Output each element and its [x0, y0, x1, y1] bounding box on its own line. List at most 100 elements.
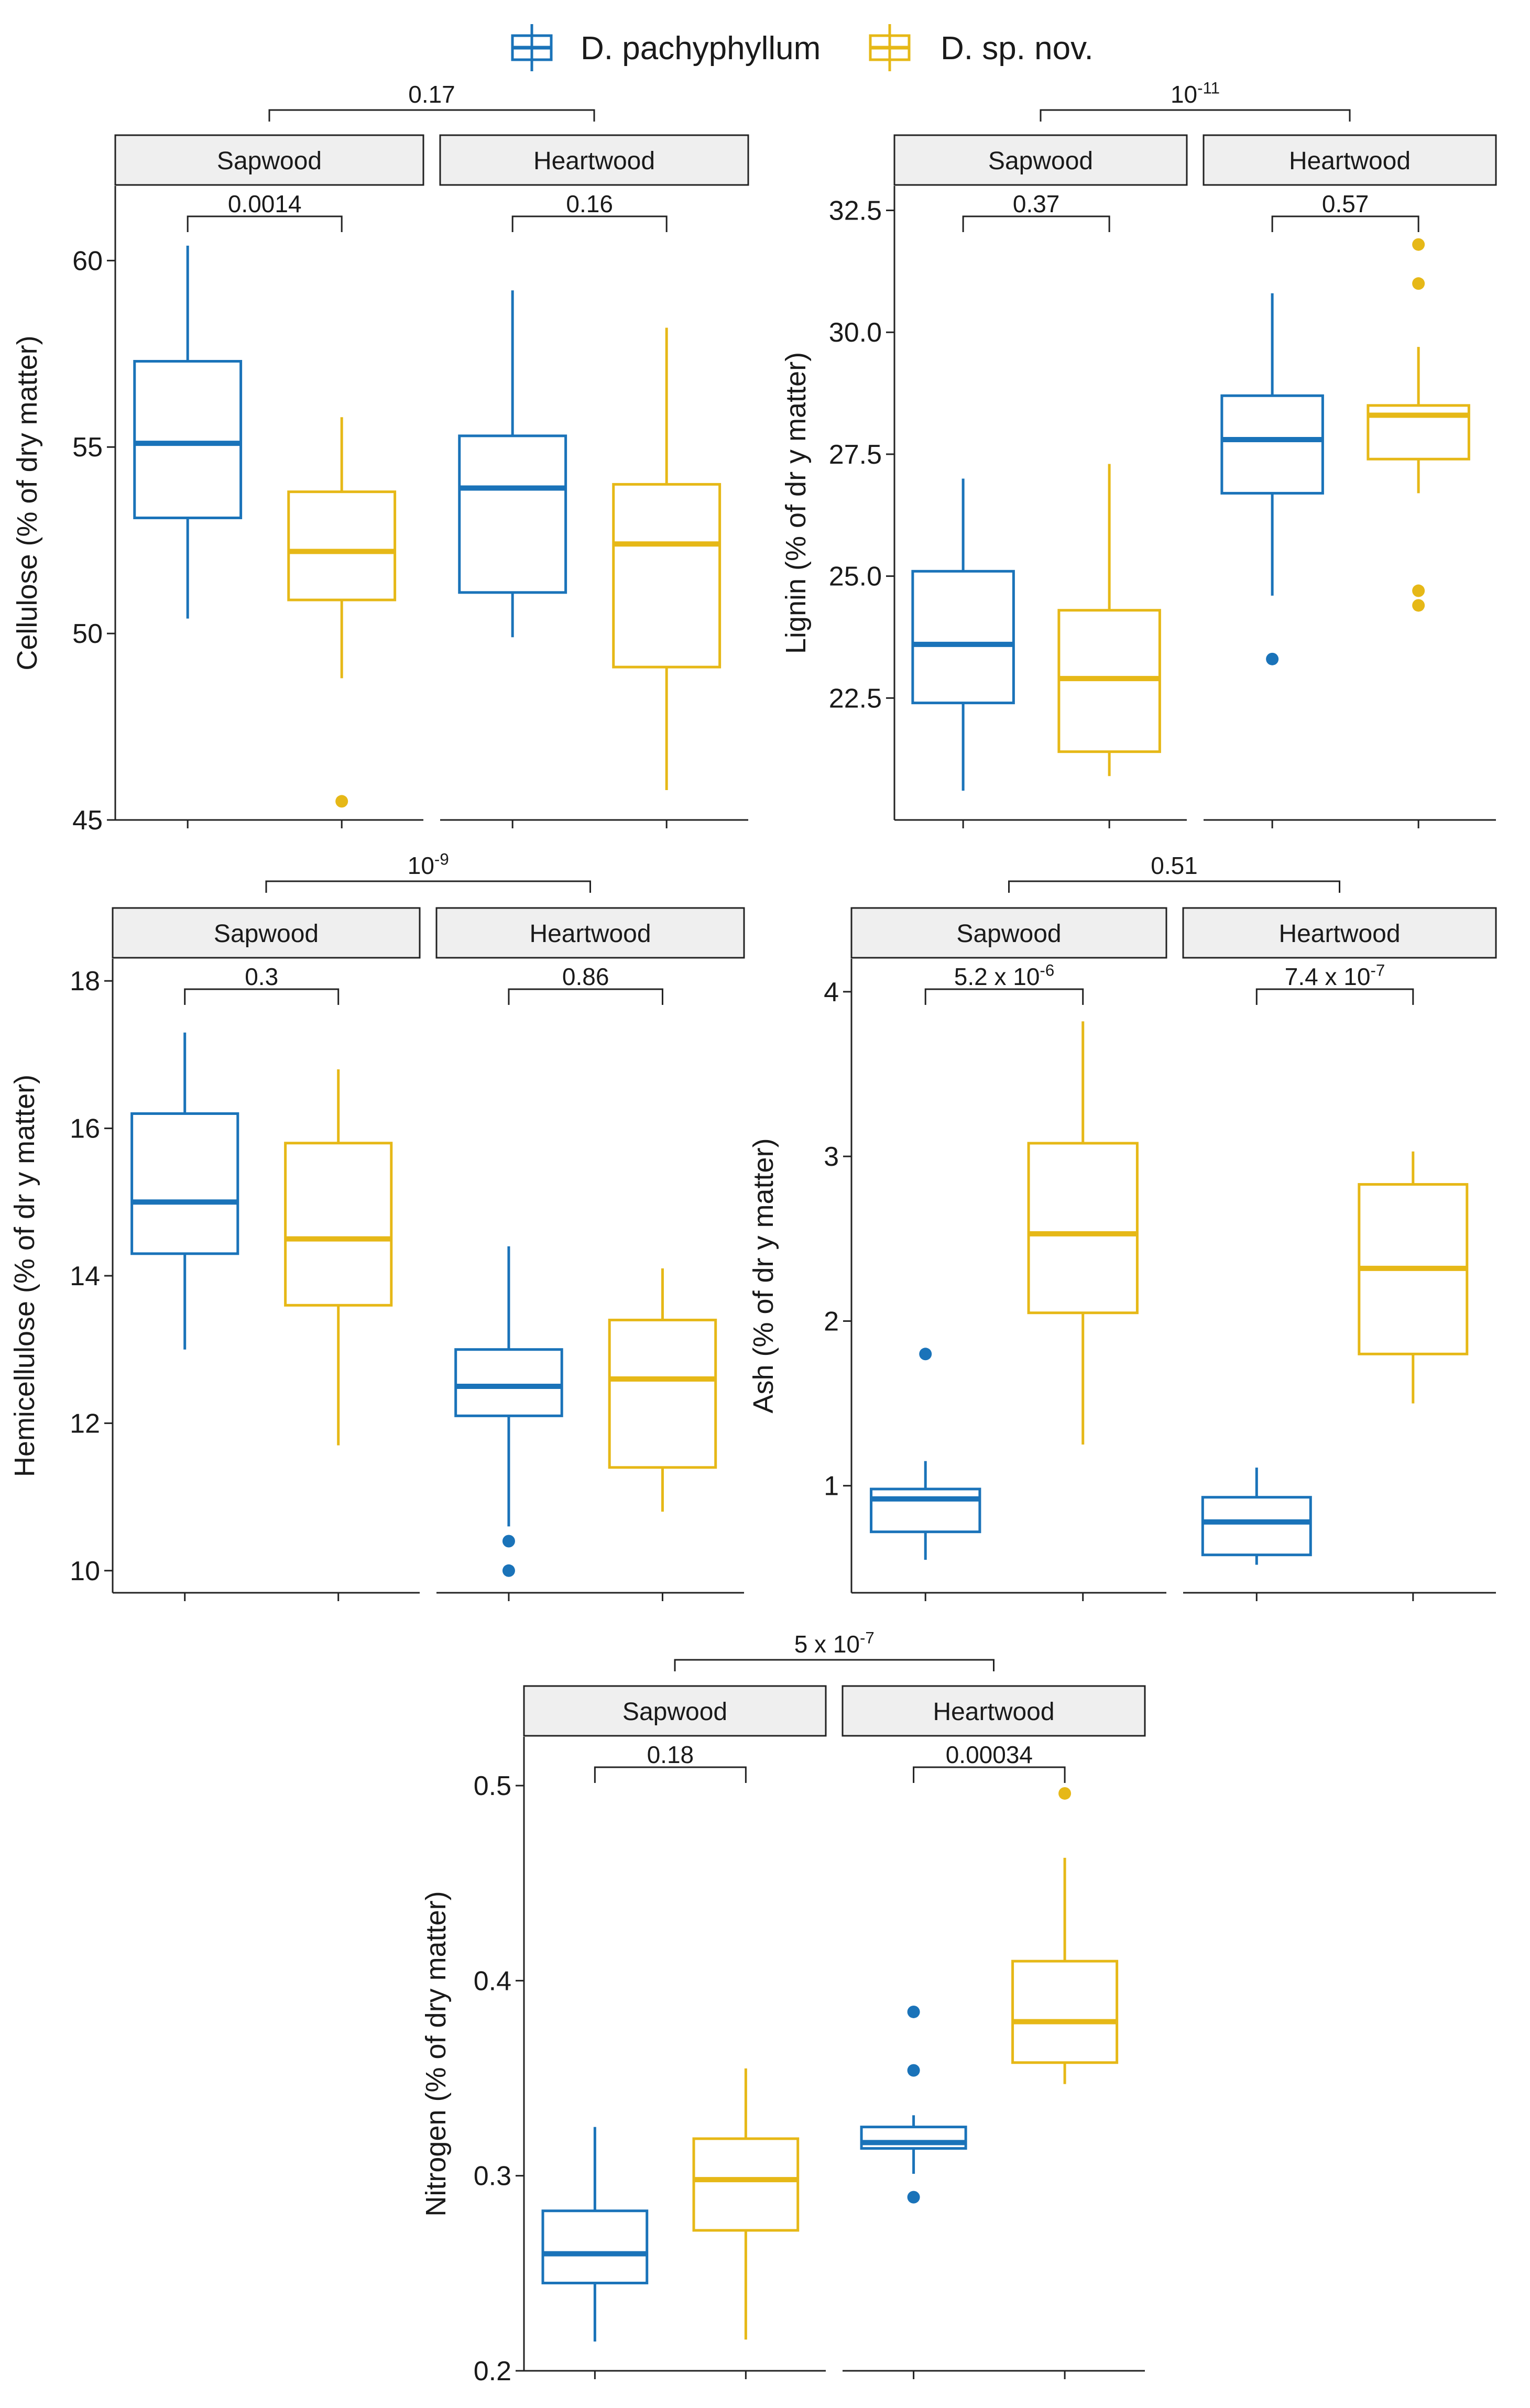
facet-strip	[439, 134, 749, 186]
box-d-pachyphyllum	[454, 1246, 563, 1577]
facet-comparison-pvalue: 0.37	[1013, 190, 1060, 217]
outlier-point	[907, 2191, 920, 2204]
box-d-pachyphyllum	[870, 1348, 981, 1560]
facet-comparison-bracket	[1271, 215, 1419, 232]
box-d-pachyphyllum	[911, 478, 1015, 791]
box-d-pachyphyllum	[133, 245, 243, 619]
y-tick-label: 2	[824, 1306, 839, 1337]
outlier-point	[1058, 1787, 1072, 1800]
outlier-point	[1266, 652, 1279, 665]
y-tick-label: 22.5	[829, 683, 882, 714]
y-tick-label: 0.2	[474, 2356, 511, 2387]
y-axis-label: Lignin (% of dr y matter)	[780, 352, 812, 654]
box-iqr	[1201, 1496, 1312, 1557]
facet-strip-label: Heartwood	[933, 1698, 1054, 1726]
y-tick-label: 14	[70, 1261, 100, 1291]
y-tick-label: 1	[824, 1471, 839, 1502]
panel-lignin: 22.5 25.0 27.5 30.0 32.5 Lignin (% of dr y ma…	[780, 79, 1497, 828]
box-d-sp-nov	[1367, 238, 1470, 612]
facet-sapwood: Sapwood 0.18	[523, 1685, 827, 2379]
legend: D. pachyphyllum D. sp. nov.	[511, 24, 1094, 71]
box-iqr	[133, 360, 243, 519]
facet-strip-label: Heartwood	[533, 147, 655, 175]
facet-strip-label: Sapwood	[217, 147, 322, 175]
facet-sapwood: Sapwood 0.37	[893, 134, 1188, 828]
facet-heartwood: Heartwood 0.16	[439, 134, 749, 828]
top-comparison-bracket	[1008, 880, 1340, 893]
y-tick-label: 60	[72, 246, 103, 276]
top-comparison-pvalue: 5 x 10-7	[794, 1629, 875, 1658]
box-d-pachyphyllum	[130, 1032, 239, 1350]
facet-sapwood: Sapwood 5.2 x 10-6	[850, 907, 1167, 1601]
facet-strip	[893, 134, 1188, 186]
box-d-sp-nov	[1057, 464, 1161, 776]
y-tick-label: 4	[824, 977, 839, 1008]
outlier-point	[1412, 238, 1425, 251]
legend-label-pachyphyllum: D. pachyphyllum	[581, 30, 821, 67]
facet-heartwood: Heartwood 7.4 x 10-7	[1182, 907, 1497, 1601]
legend-item-spnov: D. sp. nov.	[869, 24, 1094, 71]
box-d-pachyphyllum	[541, 2127, 649, 2342]
box-iqr	[608, 1318, 717, 1469]
box-d-sp-nov	[612, 327, 722, 791]
y-tick-label: 0.3	[474, 2161, 511, 2192]
box-d-sp-nov	[1011, 1787, 1119, 2084]
y-tick-label: 45	[72, 805, 103, 836]
top-comparison-pvalue: 0.51	[1151, 852, 1198, 879]
y-tick-label: 50	[72, 619, 103, 649]
box-iqr	[692, 2137, 800, 2232]
y-axis-label: Hemicellulose (% of dr y matter)	[9, 1075, 40, 1477]
outlier-point	[1412, 584, 1425, 597]
facet-comparison-bracket	[511, 215, 668, 232]
facet-comparison-pvalue: 0.86	[562, 963, 609, 990]
legend-label-spnov: D. sp. nov.	[941, 30, 1094, 67]
box-iqr	[1027, 1142, 1139, 1315]
facet-strip-label: Heartwood	[1278, 920, 1400, 948]
facet-comparison-bracket	[924, 988, 1084, 1005]
y-axis-label: Nitrogen (% of dry matter)	[420, 1891, 452, 2216]
y-tick-label: 10	[70, 1556, 100, 1586]
panel-nitrogen: 0.2 0.3 0.4 0.5 Nitrogen (% of dry matter) 5 …	[420, 1629, 1146, 2387]
facet-comparison-pvalue: 7.4 x 10-7	[1285, 961, 1385, 990]
facet-comparison-pvalue: 0.3	[245, 963, 278, 990]
outlier-point	[1412, 599, 1425, 612]
legend-item-pachyphyllum: D. pachyphyllum	[511, 24, 821, 71]
facet-strip-label: Sapwood	[956, 920, 1061, 948]
facet-comparison-pvalue: 0.16	[566, 190, 613, 217]
facet-strip-label: Sapwood	[622, 1698, 727, 1726]
box-iqr	[541, 2209, 649, 2284]
facet-comparison-bracket	[962, 215, 1110, 232]
facet-heartwood: Heartwood 0.86	[435, 907, 745, 1601]
facet-comparison-pvalue: 0.57	[1322, 190, 1369, 217]
box-d-sp-nov	[284, 1069, 393, 1446]
box-iqr	[612, 483, 722, 669]
facet-sapwood: Sapwood 0.3	[112, 907, 421, 1601]
facet-strip	[112, 907, 421, 959]
facet-strip	[114, 134, 424, 186]
facet-comparison-pvalue: 0.00034	[946, 1741, 1033, 1768]
facet-strip	[1182, 907, 1497, 959]
facet-strip-label: Sapwood	[214, 920, 319, 948]
facet-strip-label: Sapwood	[988, 147, 1093, 175]
y-tick-label: 18	[70, 966, 100, 997]
facet-strip	[1203, 134, 1497, 186]
y-tick-label: 55	[72, 432, 103, 463]
facet-comparison-bracket	[1255, 988, 1414, 1005]
top-comparison-pvalue: 0.17	[408, 81, 455, 108]
facet-comparison-bracket	[913, 1766, 1066, 1783]
facet-strip	[523, 1685, 827, 1737]
box-d-sp-nov	[692, 2068, 800, 2340]
y-tick-label: 25.0	[829, 562, 882, 592]
outlier-point	[335, 795, 348, 808]
box-iqr	[870, 1487, 981, 1534]
panel-ash: 1 2 3 4 Ash (% of dr y matter) 0.51 Sapwood 5.2…	[748, 852, 1497, 1601]
y-tick-label: 30.0	[829, 318, 882, 348]
y-tick-label: 0.5	[474, 1771, 511, 1801]
y-axis-label: Ash (% of dr y matter)	[748, 1138, 779, 1413]
outlier-point	[907, 2005, 920, 2018]
facet-comparison-pvalue: 5.2 x 10-6	[954, 961, 1054, 990]
top-comparison-pvalue: 10-11	[1171, 79, 1220, 108]
top-comparison-bracket	[674, 1659, 994, 1671]
box-d-pachyphyllum	[1220, 293, 1324, 665]
